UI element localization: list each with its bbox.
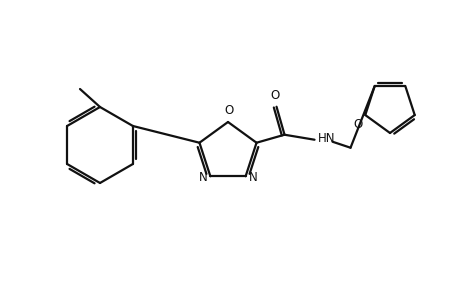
Text: N: N	[248, 171, 257, 184]
Text: O: O	[352, 118, 362, 131]
Text: O: O	[224, 104, 233, 117]
Text: N: N	[198, 171, 207, 184]
Text: O: O	[269, 89, 279, 102]
Text: HN: HN	[317, 132, 334, 145]
